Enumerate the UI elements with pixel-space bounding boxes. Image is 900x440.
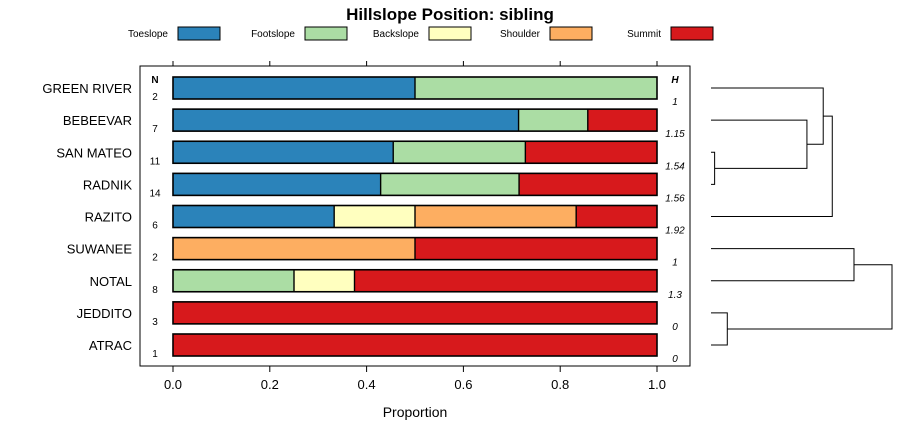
bar-notal-summit	[354, 269, 657, 292]
bar-green-river-toeslope	[173, 77, 415, 99]
bar-bebeevar-toeslope	[173, 109, 519, 132]
category-label-radnik: RADNIK	[83, 177, 132, 192]
legend-swatch-summit	[670, 26, 714, 41]
legend-swatch-backslope	[428, 26, 472, 41]
bar-outline-atrac	[172, 333, 658, 357]
category-label-atrac: ATRAC	[89, 338, 132, 353]
category-label-san-mateo: SAN MATEO	[56, 145, 132, 160]
x-tick-label-1-0: 1.0	[648, 377, 666, 392]
h-value-san-mateo: 1.54	[665, 161, 685, 172]
h-value-notal: 1.3	[668, 290, 682, 301]
h-value-bebeevar: 1.15	[665, 129, 685, 140]
bar-radnik-footslope	[380, 173, 520, 196]
n-value-suwanee: 2	[152, 253, 158, 264]
dendrogram-link-4	[711, 248, 855, 282]
n-value-razito: 6	[152, 221, 158, 232]
n-column-header: N	[151, 75, 158, 86]
bar-atrac-summit	[173, 334, 657, 356]
bar-razito-backslope	[334, 205, 415, 228]
dendrogram-link-5	[711, 87, 824, 145]
bar-san-mateo-toeslope	[173, 141, 394, 164]
x-tick-label-0-4: 0.4	[358, 377, 376, 392]
h-value-jeddito: 0	[672, 322, 678, 333]
bar-san-mateo-footslope	[393, 141, 526, 164]
n-value-green-river: 2	[152, 92, 158, 103]
bar-outline-radnik	[172, 172, 658, 197]
n-value-radnik: 14	[149, 188, 161, 199]
n-value-notal: 8	[152, 285, 158, 296]
bar-green-river-footslope	[415, 77, 657, 99]
bar-suwanee-shoulder	[173, 237, 415, 260]
category-label-razito: RAZITO	[85, 210, 132, 225]
bar-outline-notal	[172, 268, 658, 293]
h-value-razito: 1.92	[665, 226, 685, 237]
dendrogram	[711, 87, 893, 346]
n-value-jeddito: 3	[152, 317, 158, 328]
bar-radnik-summit	[519, 173, 658, 196]
h-value-radnik: 1.56	[665, 193, 685, 204]
category-label-green-river: GREEN RIVER	[42, 81, 132, 96]
bar-radnik-toeslope	[173, 173, 381, 196]
bar-outline-bebeevar	[172, 108, 658, 132]
dendrogram-link-7	[727, 264, 893, 330]
bar-razito-summit	[576, 205, 657, 228]
bar-jeddito-summit	[173, 301, 657, 324]
chart-title: Hillslope Position: sibling	[346, 5, 554, 24]
x-tick-label-0-0: 0.0	[164, 377, 182, 392]
x-axis: 0.0 0.2 0.4 0.6 0.8 1.0	[164, 61, 666, 392]
plot-panel	[139, 65, 691, 367]
category-label-bebeevar: BEBEEVAR	[63, 113, 132, 128]
n-value-san-mateo: 11	[150, 156, 161, 167]
legend-label-toeslope: Toeslope	[128, 29, 168, 40]
bar-notal-footslope	[173, 269, 294, 292]
bar-outline-jeddito	[172, 301, 658, 325]
legend-swatch-shoulder	[549, 26, 593, 41]
dendrogram-link-6	[711, 115, 833, 217]
h-value-suwanee: 1	[672, 258, 678, 269]
category-label-jeddito: JEDDITO	[77, 306, 132, 321]
bar-outline-san-mateo	[172, 140, 658, 165]
h-column-header: H	[671, 75, 679, 86]
bar-suwanee-summit	[415, 237, 657, 260]
legend-label-summit: Summit	[627, 29, 661, 40]
legend-label-shoulder: Shoulder	[500, 29, 541, 40]
h-value-atrac: 0	[672, 354, 678, 365]
bar-razito-toeslope	[173, 205, 335, 228]
x-tick-label-0-8: 0.8	[551, 377, 569, 392]
category-label-suwanee: SUWANEE	[67, 242, 133, 257]
category-label-notal: NOTAL	[90, 274, 132, 289]
dendrogram-link-1	[711, 312, 728, 346]
legend-swatch-footslope	[304, 26, 348, 41]
x-axis-label: Proportion	[383, 404, 448, 420]
n-value-bebeevar: 7	[152, 124, 158, 135]
n-value-atrac: 1	[152, 349, 158, 360]
dendrogram-link-2	[711, 151, 716, 185]
bar-bebeevar-footslope	[518, 109, 588, 132]
bar-notal-backslope	[294, 269, 355, 292]
x-tick-label-0-6: 0.6	[454, 377, 472, 392]
bar-razito-shoulder	[415, 205, 577, 228]
x-tick-label-0-2: 0.2	[261, 377, 279, 392]
bar-san-mateo-summit	[525, 141, 658, 164]
h-value-green-river: 1	[672, 97, 678, 108]
legend-swatch-toeslope	[177, 26, 221, 41]
bar-bebeevar-summit	[587, 109, 657, 132]
legend: Toeslope Footslope Backslope Shoulder Summit	[128, 26, 714, 41]
legend-label-backslope: Backslope	[373, 29, 420, 40]
dendrogram-link-3	[711, 119, 808, 169]
legend-label-footslope: Footslope	[251, 29, 295, 40]
